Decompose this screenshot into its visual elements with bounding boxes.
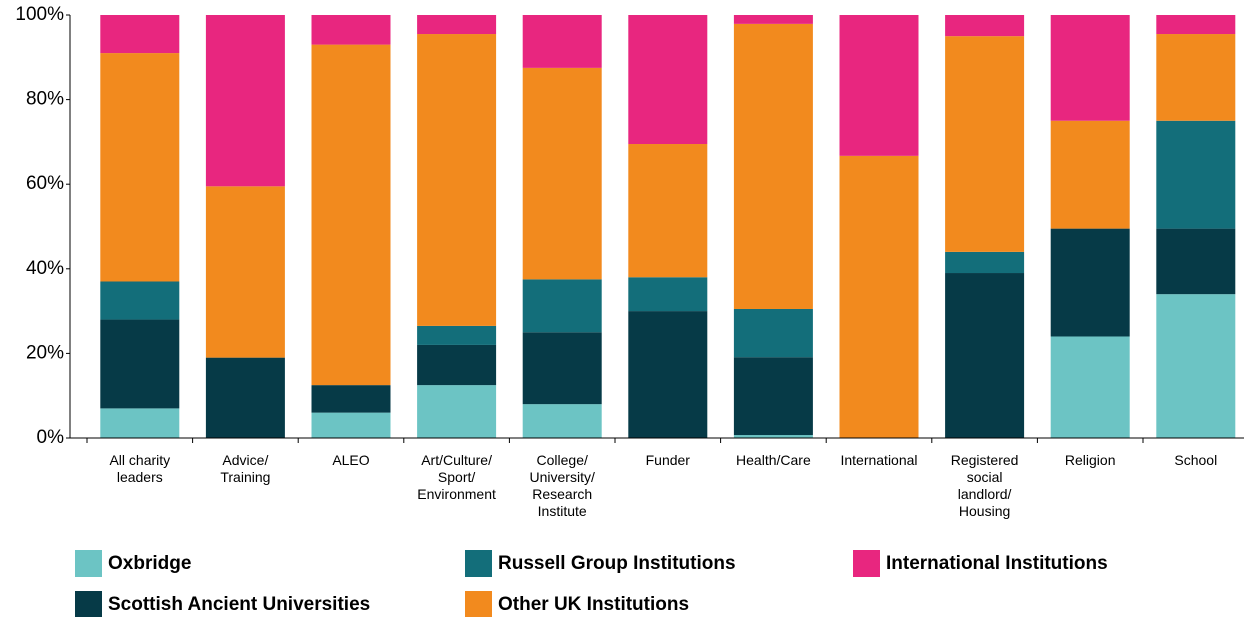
bar-segment xyxy=(311,412,391,438)
x-tick-label: Health/Care xyxy=(736,452,811,468)
bar-segment xyxy=(311,44,391,386)
legend-label: International Institutions xyxy=(886,553,1108,574)
bar-segment xyxy=(417,15,497,35)
legend-swatch xyxy=(465,550,492,577)
bar-segment xyxy=(1156,294,1236,438)
bar-segment xyxy=(100,408,180,438)
x-tick-label: Art/Culture/ Sport/ Environment xyxy=(417,452,496,502)
legend-swatch xyxy=(75,591,102,617)
bar-segment xyxy=(1156,34,1236,121)
x-tick-label: Advice/ Training xyxy=(220,452,271,485)
bar-segment xyxy=(945,273,1025,438)
x-tick-label: International xyxy=(840,452,918,468)
x-tick-label: College/ University/ Research Institute xyxy=(529,452,595,519)
bar-segment xyxy=(417,34,497,326)
bar-segment xyxy=(100,281,180,320)
bar-segment xyxy=(945,251,1025,274)
bar-segment xyxy=(945,36,1025,252)
x-tick-label: School xyxy=(1174,452,1218,468)
bar-segment xyxy=(839,15,919,156)
y-tick-label: 0% xyxy=(37,427,65,448)
y-tick-label: 20% xyxy=(26,342,64,363)
bar-segment xyxy=(733,435,813,438)
bar-segment xyxy=(100,15,180,54)
bar-segment xyxy=(311,385,391,413)
legend-label: Russell Group Institutions xyxy=(498,553,736,574)
bar-segment xyxy=(628,15,708,145)
legend-label: Scottish Ancient Universities xyxy=(108,594,370,615)
legend-swatch xyxy=(75,550,102,577)
legend-swatch xyxy=(853,550,880,577)
x-tick-label: Religion xyxy=(1064,452,1116,468)
bar-segment xyxy=(417,344,497,386)
bar-segment xyxy=(733,357,813,436)
bar-segment xyxy=(205,15,285,187)
bar-segment xyxy=(100,53,180,282)
y-tick-label: 80% xyxy=(26,89,64,110)
legend-label: Other UK Institutions xyxy=(498,594,689,615)
y-tick-label: 100% xyxy=(15,4,64,25)
bar-segment xyxy=(1050,228,1130,337)
bar-segment xyxy=(1050,120,1130,229)
bar-segment xyxy=(100,319,180,409)
x-tick-label: ALEO xyxy=(332,452,370,468)
bar-segment xyxy=(1156,15,1236,35)
bar-segment xyxy=(839,155,919,438)
bar-segment xyxy=(628,277,708,312)
legend-label: Oxbridge xyxy=(108,553,191,574)
bar-segment xyxy=(628,311,708,438)
bar-segment xyxy=(733,15,813,24)
x-tick-label: Registered social landlord/ Housing xyxy=(950,452,1019,519)
bar-segment xyxy=(311,15,391,45)
bar-segment xyxy=(522,404,602,438)
x-tick-label: All charity leaders xyxy=(109,452,171,485)
bar-segment xyxy=(522,279,602,333)
bar-segment xyxy=(733,308,813,358)
bar-segment xyxy=(205,357,285,438)
bar-segment xyxy=(1156,228,1236,295)
bar-segment xyxy=(417,385,497,438)
y-tick-label: 60% xyxy=(26,173,64,194)
bar-segment xyxy=(733,23,813,309)
bar-segment xyxy=(1050,336,1130,438)
bar-segment xyxy=(205,186,285,358)
bar-segment xyxy=(1050,15,1130,121)
bar-segment xyxy=(522,332,602,405)
y-tick-label: 40% xyxy=(26,258,64,279)
bar-segment xyxy=(522,67,602,280)
bar-segment xyxy=(945,15,1025,37)
bar-segment xyxy=(628,144,708,278)
x-tick-label: Funder xyxy=(645,452,690,468)
bar-segment xyxy=(1156,120,1236,229)
legend-swatch xyxy=(465,591,492,617)
bar-segment xyxy=(417,325,497,345)
bar-segment xyxy=(522,15,602,68)
